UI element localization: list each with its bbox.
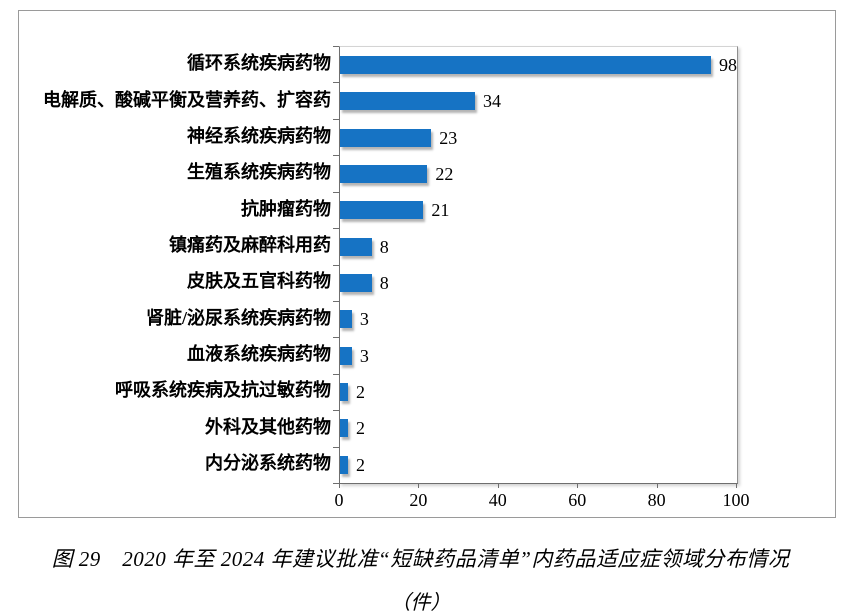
x-axis-tick-label: 0 [334,490,344,510]
bar-row: 98 [340,47,737,83]
bar-value-label: 3 [359,309,369,330]
y-axis-tick [333,82,339,84]
bar [340,92,475,111]
bar-row: 3 [340,301,737,337]
y-axis-ticks [333,46,339,484]
x-axis-tick-label: 80 [647,490,666,510]
x-axis-tick-label: 100 [722,490,750,510]
category-label: 抗肿瘤药物 [241,198,331,219]
y-axis-tick [333,410,339,412]
x-axis-tick-label: 60 [568,490,587,510]
category-label: 呼吸系统疾病及抗过敏药物 [115,380,331,401]
bar-row: 2 [340,374,737,410]
y-axis-tick [333,191,339,193]
figure-unit-caption: （件） [390,592,451,614]
category-label: 镇痛药及麻醉科用药 [169,234,331,255]
bar [340,128,432,147]
y-axis-tick [333,337,339,339]
category-label: 生殖系统疾病药物 [187,162,331,183]
bar-row: 2 [340,410,737,446]
bar-row: 34 [340,83,737,119]
category-label-row: 生殖系统疾病药物 [19,155,331,191]
x-axis-tick [497,483,499,488]
x-axis-tick [656,483,658,488]
bar-value-label: 2 [355,418,365,439]
bar-value-label: 2 [355,382,365,403]
y-axis-tick [333,300,339,302]
x-axis-tick [339,483,340,488]
bar-value-label: 98 [719,55,737,76]
bar-value-label: 8 [379,273,389,294]
y-axis-tick [333,46,339,47]
category-label: 肾脏/泌尿系统疾病药物 [146,307,331,328]
bar-value-label: 2 [355,454,365,475]
bar [340,165,428,184]
bar [340,237,372,256]
x-axis-tick-label: 40 [488,490,507,510]
x-axis: 0 20 40 60 80 100 [335,483,750,523]
category-labels: 循环系统疾病药物 电解质、酸碱平衡及营养药、扩容药 神经系统疾病药物 生殖系统疾… [19,46,331,482]
category-label: 外科及其他药物 [205,416,331,437]
category-label-row: 血液系统疾病药物 [19,337,331,373]
bar [340,455,348,474]
y-axis-tick [333,264,339,266]
bar-row: 22 [340,156,737,192]
bar-value-label: 3 [359,345,369,366]
x-axis-tick [577,483,579,488]
y-axis-tick [333,228,339,230]
x-axis-tick [418,483,420,488]
category-label-row: 循环系统疾病药物 [19,46,331,82]
bar [340,201,424,220]
bar-value-label: 8 [379,236,389,257]
category-label-row: 电解质、酸碱平衡及营养药、扩容药 [19,82,331,118]
category-label: 皮肤及五官科药物 [187,271,331,292]
category-label-row: 肾脏/泌尿系统疾病药物 [19,300,331,336]
bar [340,419,348,438]
category-label-row: 外科及其他药物 [19,409,331,445]
bar-value-label: 23 [439,127,458,148]
category-label: 神经系统疾病药物 [187,125,331,146]
y-axis-tick [333,446,339,448]
category-label: 循环系统疾病药物 [187,53,331,74]
bar-value-label: 22 [435,164,454,185]
category-label: 血液系统疾病药物 [187,343,331,364]
bar-row: 21 [340,192,737,228]
bar [340,310,352,329]
plot-area: 98 34 23 22 21 8 8 3 3 2 2 2 [339,46,738,484]
bar [340,346,352,365]
category-label-row: 内分泌系统药物 [19,446,331,482]
category-label-row: 镇痛药及麻醉科用药 [19,228,331,264]
bar [340,274,372,293]
chart-frame: 循环系统疾病药物 电解质、酸碱平衡及营养药、扩容药 神经系统疾病药物 生殖系统疾… [18,10,836,518]
bar-row: 3 [340,338,737,374]
bar-value-label: 34 [482,91,501,112]
y-axis-tick [333,373,339,375]
category-label: 电解质、酸碱平衡及营养药、扩容药 [43,89,331,110]
x-axis-tick [736,483,737,488]
bar-row: 8 [340,229,737,265]
bar-row: 2 [340,447,737,483]
y-axis-tick [333,483,339,484]
x-axis-tick-label: 20 [409,490,428,510]
bar-row: 23 [340,120,737,156]
y-axis-tick [333,155,339,157]
bar-rows: 98 34 23 22 21 8 8 3 3 2 2 2 [340,47,737,483]
category-label-row: 皮肤及五官科药物 [19,264,331,300]
bar-value-label: 21 [431,200,450,221]
category-label: 内分泌系统药物 [205,452,331,473]
category-label-row: 呼吸系统疾病及抗过敏药物 [19,373,331,409]
bar [340,56,711,75]
figure-caption: 图 29 2020 年至 2024 年建议批准“短缺药品清单”内药品适应症领域分… [51,547,790,571]
bar [340,383,348,402]
y-axis-tick [333,118,339,120]
category-label-row: 神经系统疾病药物 [19,119,331,155]
category-label-row: 抗肿瘤药物 [19,191,331,227]
bar-row: 8 [340,265,737,301]
